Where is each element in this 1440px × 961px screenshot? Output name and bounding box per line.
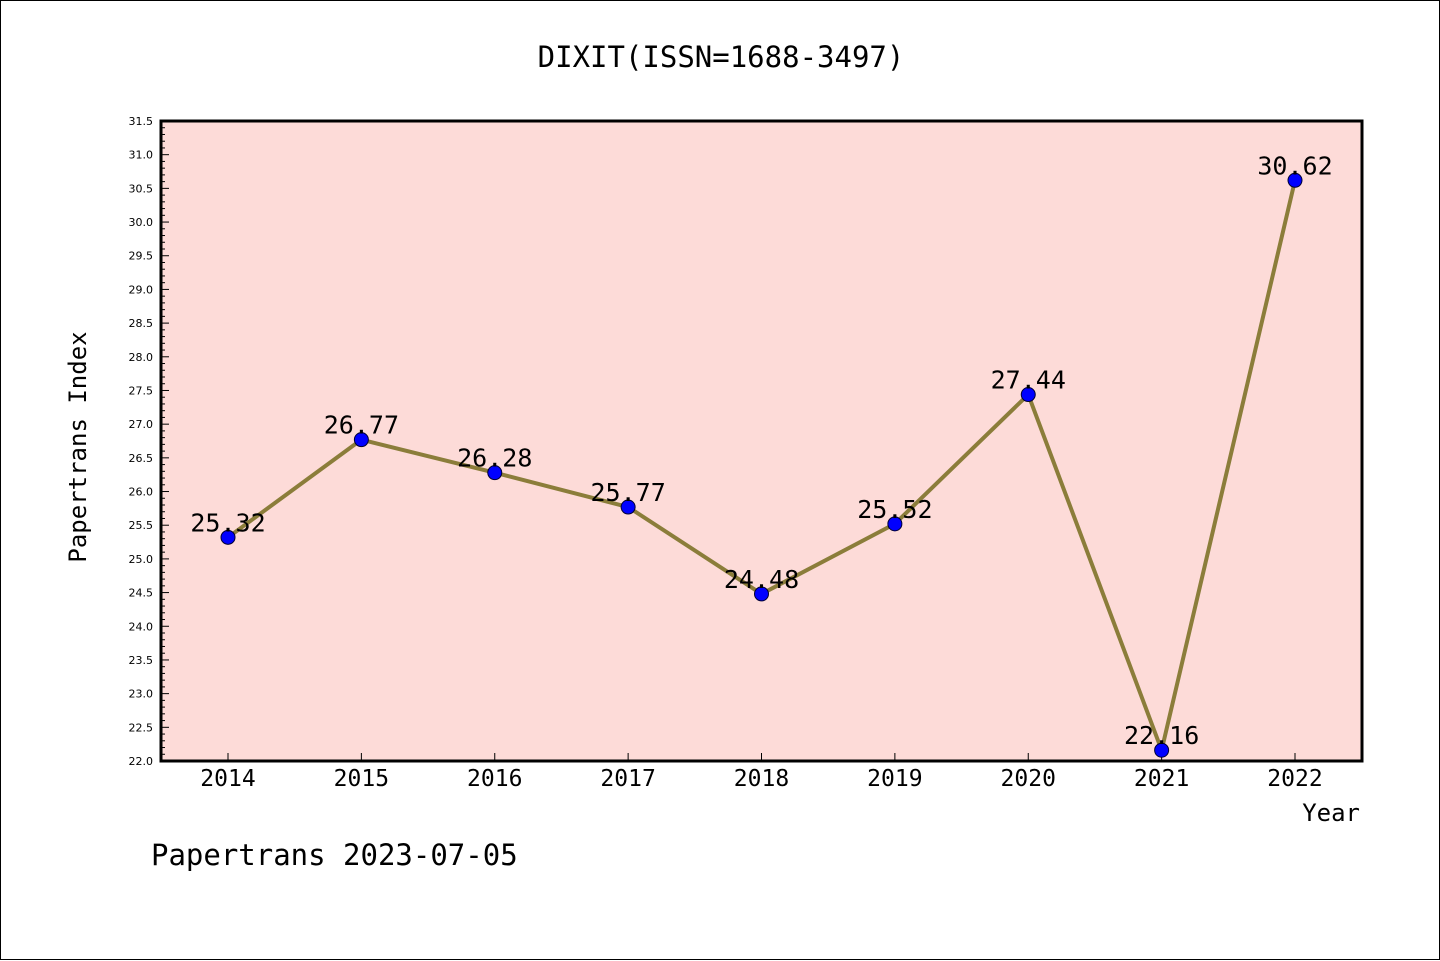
data-point <box>754 586 769 602</box>
series <box>220 172 1303 758</box>
data-label: 25.32 <box>190 508 265 537</box>
y-tick-label: 23.5 <box>129 654 154 667</box>
x-tick-label: 2015 <box>334 766 389 792</box>
data-label: 25.52 <box>857 495 932 524</box>
x-tick-label: 2019 <box>867 766 922 792</box>
y-tick-label: 23.0 <box>129 688 154 701</box>
data-point <box>887 516 903 532</box>
x-tick-label: 2022 <box>1267 766 1322 792</box>
y-tick-label: 28.5 <box>129 317 154 330</box>
data-label: 26.77 <box>324 411 399 440</box>
y-tick-label: 31.0 <box>129 149 154 162</box>
y-tick-label: 30.0 <box>129 216 154 229</box>
y-tick-label: 29.0 <box>129 283 154 296</box>
data-point <box>353 432 369 448</box>
y-tick-label: 27.0 <box>129 418 154 431</box>
y-tick-label: 24.5 <box>129 587 154 600</box>
footer-text: Papertrans 2023-07-05 <box>151 838 518 872</box>
data-label: 26.28 <box>457 444 532 473</box>
data-label: 24.48 <box>724 565 799 594</box>
y-axis: 22.0 22.5 23.0 23.5 24.0 24.5 25.0 25.5 26.0 26.5… <box>129 115 169 768</box>
y-tick-label: 26.5 <box>129 452 154 465</box>
y-tick-label: 22.0 <box>129 755 154 768</box>
y-tick-label: 30.5 <box>129 182 154 195</box>
plot-border <box>159 119 1364 763</box>
data-label: 30.62 <box>1257 151 1332 180</box>
y-tick-label: 27.5 <box>129 384 154 397</box>
x-tick-label: 2018 <box>734 766 789 792</box>
data-point <box>1154 742 1170 758</box>
x-tick-label: 2016 <box>467 766 522 792</box>
y-tick-label: 31.5 <box>129 115 154 128</box>
data-point <box>1287 172 1303 188</box>
y-tick-label: 29.5 <box>129 250 154 263</box>
x-tick-label: 2020 <box>1001 766 1056 792</box>
chart-title: DIXIT(ISSN=1688-3497) <box>538 40 905 74</box>
data-label: 27.44 <box>991 366 1066 395</box>
x-tick-label: 2017 <box>600 766 655 792</box>
y-tick-label: 25.0 <box>129 553 154 566</box>
data-labels: 25.32 26.77 26.28 25.77 24.48 25.52 27.44 22.16… <box>190 151 1332 750</box>
x-axis-title: Year <box>1302 799 1360 827</box>
x-tick-label: 2021 <box>1134 766 1189 792</box>
data-label: 22.16 <box>1124 721 1199 750</box>
y-tick-label: 28.0 <box>129 351 154 364</box>
data-point <box>487 465 503 481</box>
y-tick-label: 26.0 <box>129 486 154 499</box>
y-tick-label: 25.5 <box>129 519 154 532</box>
data-point <box>620 499 636 515</box>
x-tick-label: 2014 <box>200 766 255 792</box>
y-tick-label: 22.5 <box>129 721 154 734</box>
data-label: 25.77 <box>590 478 665 507</box>
data-point <box>1020 387 1036 403</box>
x-axis: 2014 2015 2016 2017 2018 2019 2020 2021 2022 <box>200 753 1323 792</box>
y-tick-label: 24.0 <box>129 620 154 633</box>
data-point <box>220 529 236 545</box>
y-axis-title: Papertrans Index <box>64 331 92 562</box>
